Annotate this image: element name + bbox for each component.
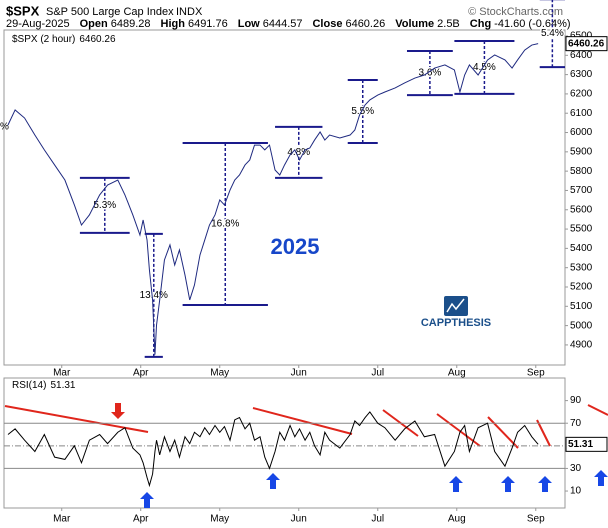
range-label: 5.4%	[541, 28, 564, 39]
annotation: %	[0, 122, 9, 133]
exchange: INDX	[176, 6, 203, 18]
y-tick-label: 6100	[570, 108, 593, 119]
x-tick-label: Aug	[448, 514, 466, 525]
stat-value: 6460.26	[345, 18, 385, 30]
y-tick-label: 6500	[570, 31, 593, 42]
x-tick-label: Sep	[527, 368, 545, 379]
last-value-box	[565, 436, 608, 452]
y-tick-label: 6200	[570, 89, 593, 100]
y-tick-label: 10	[570, 486, 582, 497]
y-tick-label: 5300	[570, 262, 593, 273]
range-label: 13.4%	[140, 290, 168, 301]
y-tick-label: 5700	[570, 185, 593, 196]
y-tick-label: 5100	[570, 301, 593, 312]
stat-value: 6444.57	[263, 18, 303, 30]
x-tick-label: Jun	[291, 368, 307, 379]
logo-icon	[444, 296, 468, 316]
rsi-trendlines	[4, 404, 608, 449]
legend-value: 6460.26	[79, 34, 116, 45]
x-tick-label: Jul	[371, 368, 384, 379]
x-tick-label: Apr	[133, 514, 149, 525]
stat-label: Volume	[395, 18, 434, 30]
y-tick-label: 5600	[570, 204, 593, 215]
y-tick-label: 5900	[570, 146, 593, 157]
x-tick-label: Mar	[53, 514, 71, 525]
y-tick-label: 5200	[570, 282, 593, 293]
stat-value: -41.60 (-0.64%)	[494, 18, 570, 30]
chart-title: $SPX	[6, 3, 40, 18]
sell-arrow	[111, 403, 125, 419]
logo-text: CAPPTHESIS	[421, 317, 491, 329]
rsi-panel-frame	[3, 377, 566, 509]
x-tick-label: May	[210, 514, 229, 525]
series-line	[7, 43, 539, 355]
range-label: 5.5%	[351, 106, 374, 117]
stat-value: 6491.76	[188, 18, 228, 30]
y-tick-label: 90	[570, 395, 582, 406]
stat-label: Open	[80, 18, 108, 30]
y-tick-label: 6400	[570, 50, 593, 61]
x-tick-label: Apr	[133, 368, 149, 379]
x-tick-label: Jun	[291, 514, 307, 525]
legend-name: $SPX (2 hour)	[12, 34, 75, 45]
annotation: 2025	[271, 234, 320, 259]
x-tick-label: Sep	[527, 514, 545, 525]
y-tick-label: 5400	[570, 243, 593, 254]
range-label: 4.5%	[473, 62, 496, 73]
stats-line: 29-Aug-2025 Open 6489.28 High 6491.76 Low 6444…	[6, 18, 571, 30]
stat-label: Close	[312, 18, 342, 30]
last-value-label: 51.31	[568, 439, 593, 450]
range-label: 3.6%	[418, 68, 441, 79]
stat-label: Chg	[470, 18, 491, 30]
source: © StockCharts.com	[468, 6, 563, 18]
stat-label: High	[161, 18, 186, 30]
stat-value: 2.5B	[437, 18, 460, 30]
legend-value: 51.31	[50, 380, 75, 391]
y-tick-label: 4900	[570, 340, 593, 351]
stat-label: Low	[238, 18, 260, 30]
buy-arrows	[140, 470, 608, 508]
y-tick-label: 5800	[570, 166, 593, 177]
legend: RSI(14) 51.31	[12, 380, 76, 391]
range-label: 4.8%	[287, 147, 310, 158]
legend-name: RSI(14)	[12, 380, 46, 391]
range-label: 5.3%	[93, 200, 116, 211]
y-tick-label: 30	[570, 463, 582, 474]
last-value-label: 6460.26	[568, 38, 605, 49]
date: 29-Aug-2025	[6, 18, 70, 30]
series-line	[7, 411, 539, 488]
chart-subtitle: S&P 500 Large Cap Index	[46, 6, 174, 18]
legend: $SPX (2 hour) 6460.26	[12, 34, 116, 45]
last-value-box	[565, 36, 608, 52]
range-label: 16.8%	[211, 219, 239, 230]
stat-value: 6489.28	[111, 18, 151, 30]
y-tick-label: 6300	[570, 69, 593, 80]
x-tick-label: May	[210, 368, 229, 379]
y-tick-label: 5000	[570, 320, 593, 331]
x-tick-label: Aug	[448, 368, 466, 379]
x-tick-label: Jul	[371, 514, 384, 525]
y-tick-label: 6000	[570, 127, 593, 138]
price-panel-frame	[3, 29, 566, 366]
y-tick-label: 5500	[570, 224, 593, 235]
x-tick-label: Mar	[53, 368, 71, 379]
y-tick-label: 70	[570, 418, 582, 429]
